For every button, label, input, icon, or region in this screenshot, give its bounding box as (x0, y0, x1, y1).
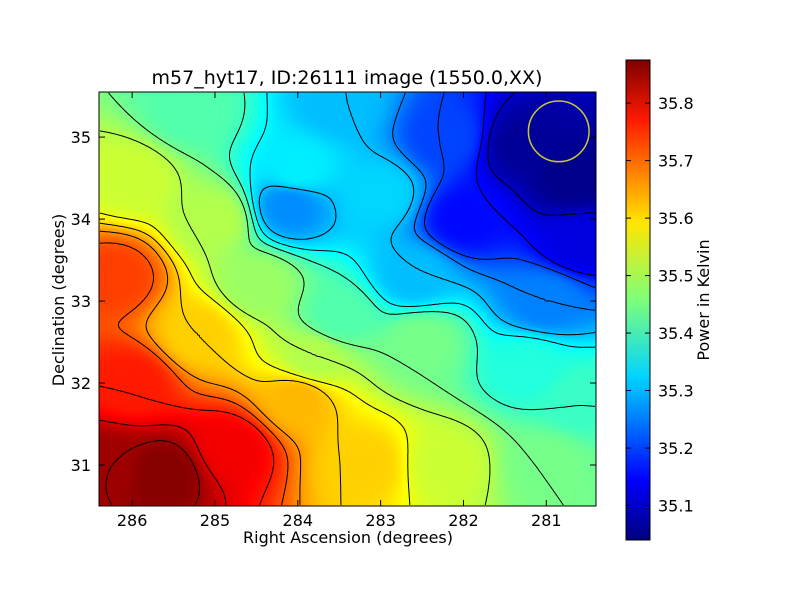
y-tick-label: 35 (71, 128, 91, 147)
colorbar-ticks: 35.1 35.2 35.3 35.4 35.5 35.6 35.7 35.8 (626, 94, 694, 516)
chart-title: m57_hyt17, ID:26111 image (1550.0,XX) (152, 67, 543, 89)
x-tick-label: 285 (200, 511, 231, 530)
colorbar-tick-label: 35.1 (658, 497, 694, 516)
colorbar: 35.1 35.2 35.3 35.4 35.5 35.6 35.7 35.8 Power i… (625, 59, 713, 541)
contour-line (105, 440, 200, 506)
colorbar-tick-label: 35.7 (658, 152, 694, 171)
contour-lines (99, 92, 596, 506)
colorbar-tick-label: 35.2 (658, 439, 694, 458)
contour-line (229, 92, 596, 411)
x-tick-label: 283 (365, 511, 396, 530)
contour-line (475, 92, 596, 276)
contour-line (424, 92, 596, 289)
contour-line (99, 385, 275, 506)
y-tick-label: 33 (71, 292, 91, 311)
colorbar-tick-label: 35.8 (658, 94, 694, 113)
contour-line (249, 92, 596, 348)
y-tick-label: 32 (71, 374, 91, 393)
x-axis-label: Right Ascension (degrees) (243, 528, 453, 547)
colorbar-label: Power in Kelvin (694, 239, 713, 360)
y-axis: 31 32 33 34 35 (71, 128, 596, 475)
contour-line (487, 92, 596, 216)
contour-line (99, 212, 411, 506)
y-tick-label: 34 (71, 210, 91, 229)
x-tick-label: 284 (283, 511, 314, 530)
y-axis-label: Declination (degrees) (49, 214, 68, 386)
heatmap-image (99, 92, 596, 506)
plot-frame (98, 91, 597, 507)
x-axis: 286 285 284 283 282 281 (117, 92, 562, 530)
colorbar-tick-label: 35.6 (658, 209, 694, 228)
contour-line (99, 230, 302, 505)
x-tick-label: 282 (448, 511, 479, 530)
colorbar-tick-label: 35.3 (658, 382, 694, 401)
contour-line (99, 222, 342, 505)
contour-line (392, 92, 596, 311)
contour-line (108, 92, 564, 506)
contour-line (99, 419, 227, 506)
x-tick-label: 281 (531, 511, 562, 530)
colorbar-tick-label: 35.5 (658, 267, 694, 286)
colorbar-gradient (625, 59, 651, 541)
colorbar-tick-label: 35.4 (658, 324, 694, 343)
heatmap-plot-area (99, 92, 596, 506)
x-tick-label: 286 (117, 511, 148, 530)
contour-line (99, 130, 491, 506)
contour-line (258, 92, 596, 336)
beam-marker-circle (527, 100, 590, 163)
contour-line (99, 242, 289, 506)
y-tick-label: 31 (71, 456, 91, 475)
